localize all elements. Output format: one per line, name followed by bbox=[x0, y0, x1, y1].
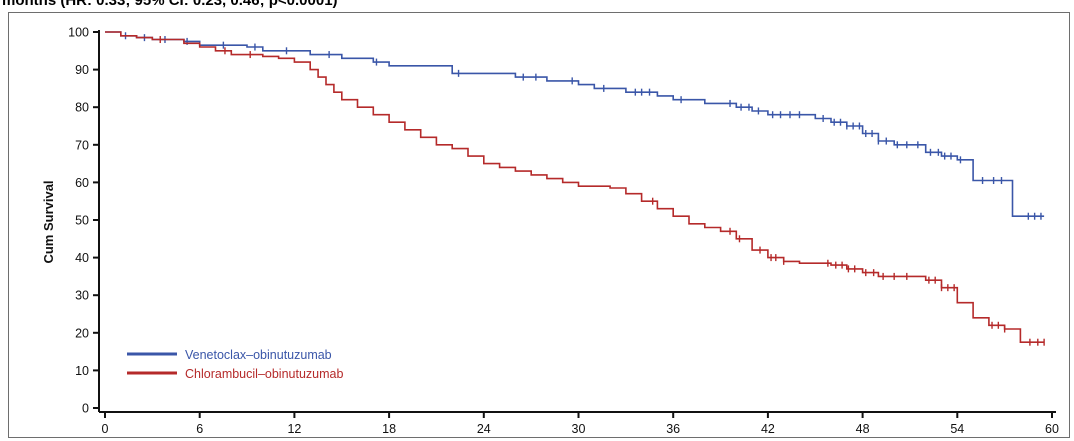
axes: 0 10 20 30 40 50 60 70 80 90 100 0 6 12 18 24 30 36 42 48 54… bbox=[68, 26, 1059, 437]
chart-frame bbox=[8, 12, 1070, 438]
y-tick-label: 10 bbox=[75, 364, 89, 378]
x-tick-label: 12 bbox=[287, 422, 301, 436]
y-tick-label: 20 bbox=[75, 326, 89, 340]
x-tick-label: 6 bbox=[196, 422, 203, 436]
y-tick-label: 60 bbox=[75, 176, 89, 190]
x-tick-label: 48 bbox=[856, 422, 870, 436]
x-tick-label: 30 bbox=[572, 422, 586, 436]
y-tick-label: 100 bbox=[68, 26, 89, 40]
y-tick-label: 80 bbox=[75, 101, 89, 115]
legend-label-venetoclax: Venetoclax–obinutuzumab bbox=[185, 348, 332, 362]
chart-title: months (HR: 0.33; 95% CI: 0.23, 0.46; p<… bbox=[2, 0, 338, 9]
y-tick-label: 0 bbox=[82, 402, 89, 416]
y-axis-title: Cum Survival bbox=[41, 180, 56, 263]
y-tick-label: 30 bbox=[75, 289, 89, 303]
y-tick-label: 90 bbox=[75, 63, 89, 77]
x-tick-label: 24 bbox=[477, 422, 491, 436]
x-tick-label: 18 bbox=[382, 422, 396, 436]
survival-curve-venetoclax bbox=[105, 31, 1045, 217]
y-tick-label: 40 bbox=[75, 251, 89, 265]
x-tick-label: 60 bbox=[1045, 422, 1059, 436]
x-tick-label: 36 bbox=[666, 422, 680, 436]
legend-label-chlorambucil: Chlorambucil–obinutuzumab bbox=[185, 367, 343, 381]
survival-curve-chlorambucil bbox=[105, 31, 1045, 343]
y-tick-label: 70 bbox=[75, 138, 89, 152]
x-tick-label: 42 bbox=[761, 422, 775, 436]
series-layer bbox=[105, 31, 1045, 346]
y-tick-label: 50 bbox=[75, 214, 89, 228]
legend: Venetoclax–obinutuzumab Chlorambucil–obi… bbox=[127, 348, 343, 381]
x-tick-label: 0 bbox=[102, 422, 109, 436]
x-tick-label: 54 bbox=[950, 422, 964, 436]
